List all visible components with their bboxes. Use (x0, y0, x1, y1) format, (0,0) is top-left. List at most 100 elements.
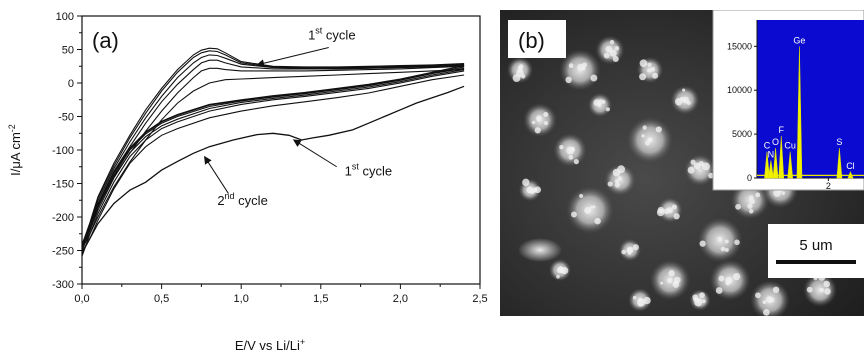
sem-particle (638, 297, 643, 303)
sem-particle (673, 213, 680, 220)
sem-particle (614, 182, 621, 188)
sem-particle (617, 165, 626, 174)
cv-plot-frame (81, 15, 481, 285)
sem-particle (589, 205, 594, 209)
sem-particle (605, 45, 612, 53)
sem-particle (699, 292, 705, 299)
sem-particle (568, 63, 574, 69)
sem-particle (734, 239, 740, 246)
sem-particle (571, 211, 577, 218)
sem-particle (647, 137, 653, 143)
y-axis-label: I/μA cm-2 (7, 124, 23, 176)
x-tick-label: 1,5 (313, 293, 328, 305)
sem-particle (781, 191, 786, 195)
sem-particle (526, 186, 534, 194)
sem-particle (639, 59, 648, 68)
sem-particle (632, 244, 639, 251)
cv-cycle-curve (81, 59, 465, 250)
sem-particle (643, 296, 651, 305)
sem-particle (592, 205, 596, 209)
sem-particle (671, 204, 677, 210)
sem-particle (565, 76, 572, 84)
edx-axes: 0 5000 10000 15000 2 (727, 20, 864, 191)
y-tick-label: -150 (52, 179, 74, 191)
edx-peak-c (764, 151, 770, 179)
cv-cycle-curve (81, 50, 465, 247)
edx-peak-n (768, 160, 774, 179)
sem-particle (556, 274, 560, 279)
sem-particle (667, 277, 673, 284)
sem-particle (698, 161, 704, 167)
sem-particle (627, 251, 632, 255)
sem-particle (718, 275, 725, 282)
sem-particle (772, 286, 780, 294)
x-tick-label: 0,5 (154, 293, 169, 305)
sem-particle (512, 74, 521, 83)
sem-particle (769, 297, 775, 303)
sem-particle (594, 217, 601, 225)
cv-cycle-curve (81, 70, 465, 250)
sem-particle (668, 269, 675, 277)
edx-peak-s (836, 148, 843, 179)
sem-particle (579, 193, 584, 199)
sem-particle (617, 176, 623, 181)
sem-particle (641, 134, 645, 138)
edx-peak-o (772, 148, 779, 179)
sem-particle (543, 121, 549, 126)
sem-particle (612, 55, 619, 63)
cv-cycle-curve (81, 66, 465, 246)
sem-particle (559, 144, 564, 150)
x-tick-label: 2,5 (472, 293, 487, 305)
edx-y-tick-label: 0 (747, 173, 752, 183)
sem-particle (717, 236, 723, 242)
edx-x-tick-label: 2 (826, 181, 831, 191)
sem-particle (647, 68, 652, 73)
sem-particle (725, 281, 730, 286)
sem-particle (724, 239, 729, 244)
sem-glow-spot (518, 238, 562, 262)
edx-y-tick-label: 5000 (732, 129, 752, 139)
panel-label-b: (b) (518, 28, 545, 53)
sem-particle (682, 88, 686, 92)
annotation-arrow-first-cycle-bottom (292, 139, 337, 168)
sem-particle (686, 100, 691, 105)
sem-particle (655, 126, 662, 133)
sem-particle (577, 63, 585, 71)
sem-particle (652, 72, 659, 79)
x-axis-label-main: E/V vs Li/Li (235, 338, 300, 353)
sem-particle (748, 209, 754, 214)
y-tick-label: 50 (62, 45, 74, 57)
sem-particle (762, 300, 767, 305)
y-axis-label-main: I/μA cm (8, 132, 23, 176)
sem-particle (607, 181, 613, 187)
sem-particle (534, 127, 541, 134)
sem-particle (724, 248, 729, 252)
edx-peak-label-f: F (779, 125, 785, 135)
scale-bar-label: 5 um (799, 237, 832, 254)
cv-cycle-curve (81, 47, 465, 246)
edx-peak-cl (847, 171, 854, 179)
x-axis-label: E/V vs Li/Li+ (235, 337, 305, 353)
sem-particle (708, 172, 714, 179)
edx-peak-label-c: C (764, 141, 771, 151)
sem-particle (534, 186, 542, 194)
scale-bar (776, 260, 856, 264)
sem-particle (601, 99, 606, 105)
sem-particle (590, 74, 598, 82)
sem-particle (536, 115, 542, 122)
sem-particle (603, 52, 610, 59)
edx-peak-label-cl: Cl (846, 161, 855, 171)
sem-particle (656, 208, 665, 217)
sem-particle (609, 39, 615, 45)
sem-particle (628, 247, 633, 252)
edx-peak-label-o: O (772, 137, 779, 147)
sem-particle (823, 280, 830, 288)
x-tick-label: 0,0 (74, 293, 89, 305)
sem-particle (556, 266, 564, 274)
y-tick-label: -300 (52, 279, 74, 291)
edx-plot-area (757, 20, 864, 178)
sem-particle (531, 120, 536, 125)
scale-bar-box (768, 224, 864, 278)
